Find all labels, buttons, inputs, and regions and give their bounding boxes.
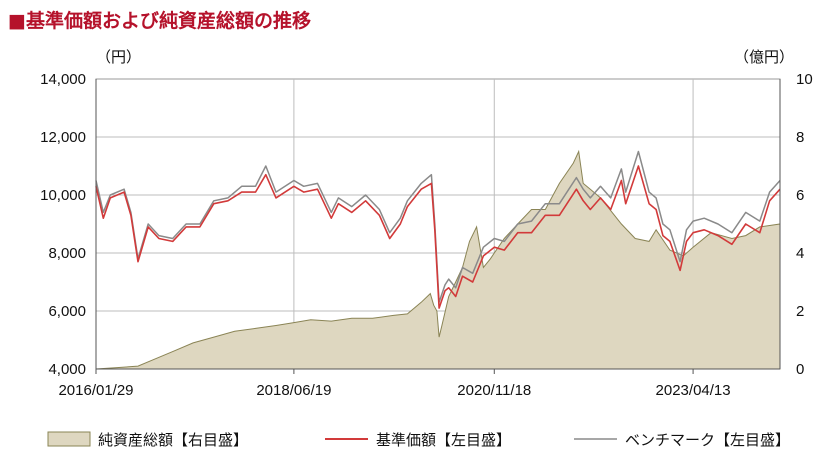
axes-layer [95,79,781,374]
y-left-tick-label: 4,000 [48,361,86,378]
ticks-layer: 4,000 6,000 8,000 10,000 12,000 14,000 0 2 4 6 8 10… [40,71,813,399]
y-left-unit: （円） [96,48,141,66]
series-area-net-assets [95,149,781,370]
y-left-tick-label: 6,000 [48,303,86,320]
series-line-benchmark [95,150,781,304]
chart-title-text: 基準価額および純資産総額の推移 [25,10,311,32]
lines-layer [95,150,781,309]
legend-label-net-assets: 純資産総額【右目盛】 [98,431,248,449]
y-left-tick-label: 8,000 [48,245,86,262]
x-tick-label: 2016/01/29 [58,382,133,399]
y-right-tick-label: 6 [796,187,804,204]
chart-title: ■基準価額および純資産総額の推移 [8,6,311,33]
legend-label-nav: 基準価額【左目盛】 [376,431,511,449]
legend-swatch-net-assets [47,431,91,447]
y-right-tick-label: 2 [796,303,804,320]
y-left-tick-label: 10,000 [40,187,86,204]
legend-label-benchmark: ベンチマーク【左目盛】 [625,431,790,449]
title-marker: ■ [8,10,26,32]
y-left-tick-label: 12,000 [40,129,86,146]
y-right-tick-label: 0 [796,361,804,378]
y-right-tick-label: 8 [796,129,804,146]
y-right-tick-label: 10 [796,71,813,88]
y-left-tick-label: 14,000 [40,71,86,88]
x-tick-label: 2023/04/13 [656,382,731,399]
y-right-unit: （億円） [734,48,794,66]
x-tick-label: 2020/11/18 [457,382,531,399]
legend: 純資産総額【右目盛】 基準価額【左目盛】 ベンチマーク【左目盛】 [47,431,790,449]
area-layer [95,149,781,370]
x-tick-label: 2018/06/19 [256,382,331,399]
y-right-tick-label: 4 [796,245,804,262]
series-line-nav [95,165,781,309]
